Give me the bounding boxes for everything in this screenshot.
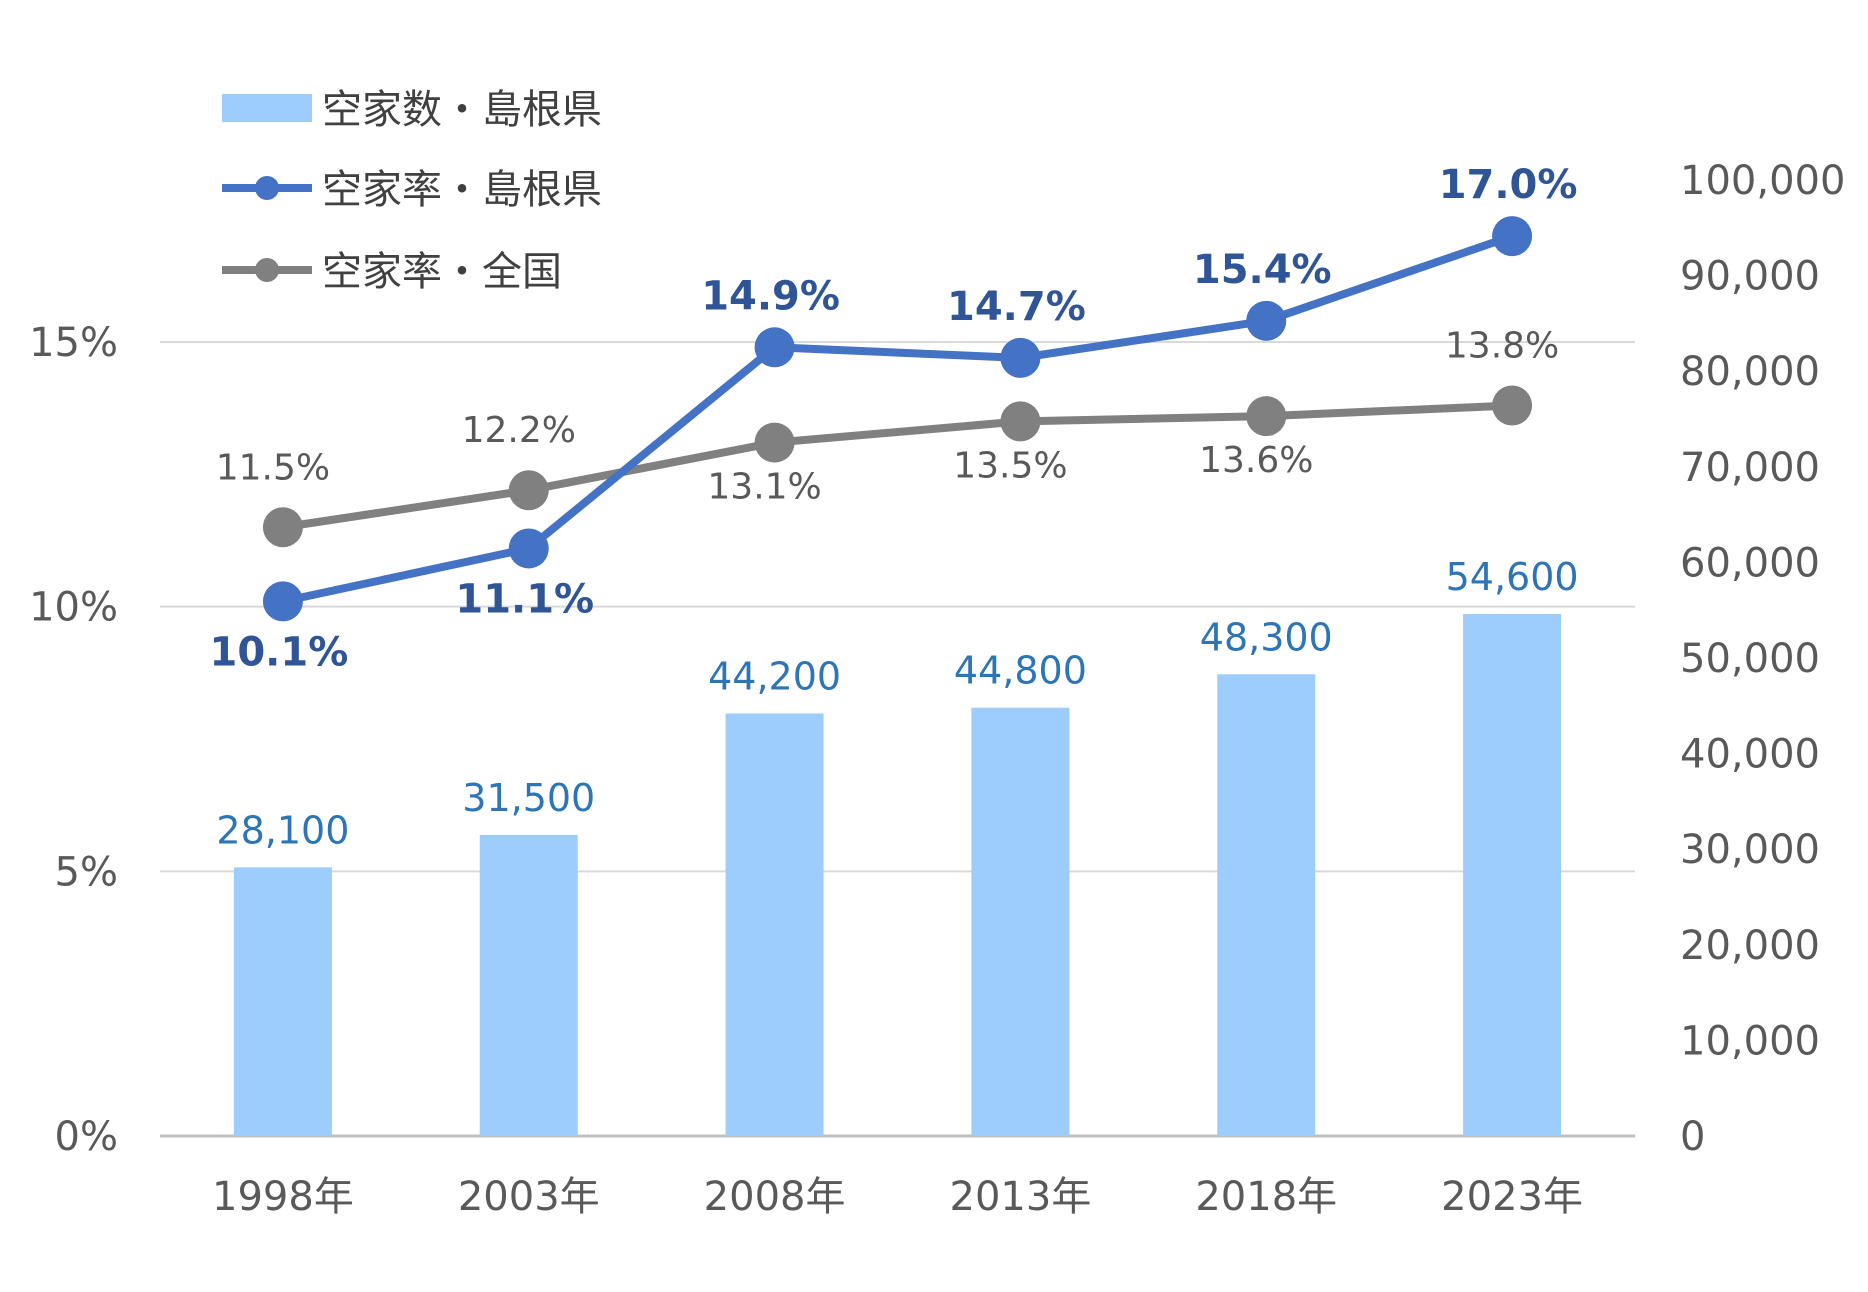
pref-point <box>508 528 549 569</box>
national-point <box>1246 396 1287 437</box>
pref-point <box>262 581 303 622</box>
right-axis-tick: 70,000 <box>1680 445 1820 491</box>
left-axis-tick: 0% <box>55 1114 118 1160</box>
data-labels: 28,100 31,500 44,200 44,800 48,300 54,600 10.1… <box>210 162 1579 852</box>
national-value-label: 13.5% <box>953 445 1067 486</box>
national-value-label: 13.1% <box>707 467 821 508</box>
bar-series <box>233 614 1562 1136</box>
bar-value-label: 44,200 <box>708 654 841 698</box>
right-axis-tick: 50,000 <box>1680 636 1820 682</box>
grid-lines <box>160 341 1635 1138</box>
x-axis-label: 1998年 <box>212 1174 354 1220</box>
legend-label: 空家率・島根県 <box>322 167 602 213</box>
bar-value-label: 44,800 <box>954 649 1087 693</box>
national-value-label: 13.8% <box>1445 326 1559 367</box>
left-axis-tick: 10% <box>29 585 118 631</box>
line-pref <box>282 232 1514 606</box>
bar-2018年 <box>1217 674 1316 1136</box>
x-axis-label: 2018年 <box>1195 1174 1337 1220</box>
bar-value-label: 31,500 <box>462 776 595 820</box>
legend-label: 空家数・島根県 <box>322 87 602 133</box>
x-axis-label: 2013年 <box>950 1174 1092 1220</box>
pref-point <box>1246 300 1287 341</box>
national-point <box>262 507 303 548</box>
line-national <box>282 401 1513 532</box>
pref-value-label: 15.4% <box>1193 247 1332 293</box>
national-value-label: 11.5% <box>216 447 330 488</box>
x-axis-label: 2003年 <box>458 1174 600 1220</box>
bar-value-label: 48,300 <box>1200 615 1333 659</box>
axes: 0% 5% 10% 15% 0 10,000 20,000 30,000 40,000 50,00… <box>29 158 1845 1220</box>
right-axis-tick: 100,000 <box>1680 158 1845 204</box>
right-axis-tick: 0 <box>1680 1114 1705 1160</box>
pref-point <box>1000 337 1041 378</box>
national-point <box>754 422 795 463</box>
bar-2008年 <box>725 713 824 1136</box>
left-axis-tick: 15% <box>29 320 118 366</box>
legend-swatch-national-dot <box>255 258 279 282</box>
pref-point <box>754 327 795 368</box>
right-axis-tick: 10,000 <box>1680 1018 1820 1064</box>
bar-2013年 <box>971 707 1070 1136</box>
national-value-label: 12.2% <box>462 410 576 451</box>
bar-value-label: 54,600 <box>1446 555 1579 599</box>
left-axis-tick: 5% <box>55 849 118 895</box>
right-axis-tick: 40,000 <box>1680 732 1820 778</box>
right-axis-tick: 30,000 <box>1680 827 1820 873</box>
right-axis-tick: 80,000 <box>1680 349 1820 395</box>
pref-point <box>1492 216 1533 257</box>
right-axis-tick: 90,000 <box>1680 254 1820 300</box>
national-value-label: 13.6% <box>1199 440 1313 481</box>
right-axis-tick: 20,000 <box>1680 923 1820 969</box>
x-axis-label: 2023年 <box>1441 1174 1583 1220</box>
bar-2003年 <box>479 834 578 1136</box>
x-axis-label: 2008年 <box>704 1174 846 1220</box>
pref-value-label: 10.1% <box>210 629 349 675</box>
pref-value-label: 11.1% <box>455 576 594 622</box>
pref-value-label: 14.9% <box>701 273 840 319</box>
right-axis-tick: 60,000 <box>1680 540 1820 586</box>
bar-2023年 <box>1463 614 1562 1136</box>
national-point <box>1492 385 1533 426</box>
bar-1998年 <box>233 867 332 1136</box>
bar-value-label: 28,100 <box>216 808 349 852</box>
pref-value-label: 14.7% <box>947 284 1086 330</box>
pref-value-label: 17.0% <box>1439 162 1578 208</box>
legend-swatch-bar <box>222 94 312 122</box>
legend-label: 空家率・全国 <box>322 249 562 295</box>
line-series <box>262 216 1533 622</box>
legend-swatch-pref-dot <box>255 176 279 200</box>
national-point <box>1000 401 1041 442</box>
national-point <box>508 470 549 511</box>
